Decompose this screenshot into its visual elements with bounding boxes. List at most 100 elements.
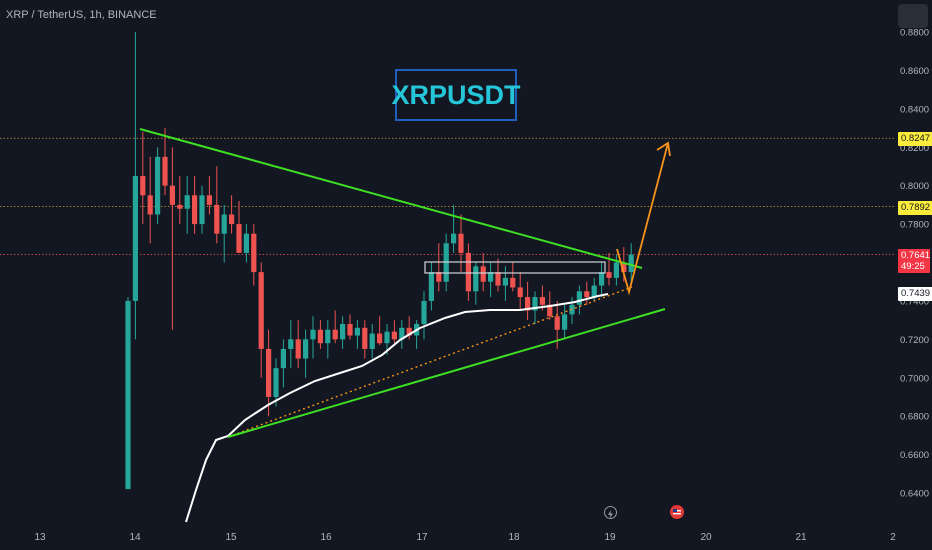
candle-body	[421, 300, 427, 324]
candle-body	[362, 327, 368, 349]
us-flag-icon[interactable]	[670, 505, 684, 519]
candle-body	[502, 277, 508, 286]
price-tag-high-2: 0.7892	[898, 201, 932, 215]
upper-trendline	[139, 128, 643, 269]
candle-body	[354, 327, 360, 336]
time-tick-label: 15	[225, 532, 237, 543]
candle-body	[532, 297, 538, 311]
candle-body	[465, 252, 471, 292]
candle-body	[169, 185, 175, 205]
chart-watermark: XRPUSDT	[392, 69, 521, 121]
time-tick-label: 19	[604, 532, 616, 543]
candle-body	[377, 333, 383, 344]
candle-body	[613, 262, 619, 278]
candle-body	[140, 176, 146, 196]
candle-body	[332, 329, 338, 340]
candle-body	[488, 272, 494, 282]
time-tick-label: 20	[700, 532, 712, 543]
chart-menu-button[interactable]	[898, 4, 928, 28]
price-tick-label: 0.8600	[900, 66, 929, 77]
candle-body	[576, 291, 582, 305]
time-tick-label: 13	[34, 532, 46, 543]
candle-body	[584, 291, 590, 298]
candle-body	[251, 233, 257, 273]
candle-body	[280, 348, 286, 369]
candle-body	[628, 254, 634, 273]
candle-body	[510, 277, 516, 288]
time-tick-label: 21	[795, 532, 807, 543]
candle-body	[562, 314, 568, 330]
time-tick-label: 18	[508, 532, 520, 543]
candle-body	[317, 329, 323, 344]
price-tick-label: 0.6400	[900, 489, 929, 500]
time-axis: 13 14 15 16 17 18 19 20 21 2	[34, 532, 896, 543]
candle-body	[147, 195, 153, 215]
price-tick-label: 0.8800	[900, 28, 929, 39]
price-tick-label: 0.7000	[900, 373, 929, 384]
candle-body	[347, 323, 353, 336]
dotted-trendline	[227, 286, 633, 438]
candle-body	[436, 272, 442, 282]
candle-body	[206, 195, 212, 205]
candle-body	[480, 266, 486, 282]
candle-body	[310, 329, 316, 340]
candle-body	[621, 262, 627, 273]
time-tick-label: 16	[320, 532, 332, 543]
candle-body	[192, 195, 198, 225]
candle-body	[384, 331, 390, 344]
price-tick-label: 0.7200	[900, 335, 929, 346]
candle-body	[539, 297, 545, 305]
price-tick-label: 0.7400	[900, 296, 929, 307]
price-tick-label: 0.6600	[900, 450, 929, 461]
candle-body	[162, 156, 168, 186]
candle-body	[554, 316, 560, 330]
candle-body	[132, 176, 138, 301]
candle-body	[229, 214, 235, 225]
candle-body	[325, 329, 331, 344]
projection-arrowhead	[656, 141, 671, 157]
candle-body	[340, 323, 346, 340]
candle-body	[214, 204, 220, 234]
projection-path	[616, 142, 669, 296]
candle-body	[288, 339, 294, 349]
candle-body	[155, 156, 161, 215]
time-tick-label: 14	[129, 532, 141, 543]
last-price-value: 0.7641	[901, 250, 931, 261]
price-tag-high-1: 0.8247	[898, 132, 932, 146]
candle-body	[243, 233, 249, 253]
candle-body	[517, 287, 523, 298]
lightning-icon[interactable]	[604, 506, 617, 519]
price-tick-label: 0.8200	[900, 143, 929, 154]
candle-body	[428, 272, 434, 301]
candle-body	[295, 339, 301, 359]
candle-body	[199, 195, 205, 225]
candle-body	[391, 331, 397, 340]
candle-body	[273, 368, 279, 397]
candle-series	[125, 32, 634, 490]
symbol-title: XRP / TetherUS, 1h, BINANCE	[6, 9, 157, 21]
time-tick-label: 2	[890, 532, 896, 543]
candle-body	[473, 266, 479, 292]
bar-countdown: 49:25	[901, 261, 925, 272]
candle-body	[177, 204, 183, 209]
drawing-overlays	[139, 128, 671, 523]
lower-trendline	[227, 308, 666, 438]
price-tick-label: 0.8400	[900, 104, 929, 115]
candle-body	[221, 214, 227, 234]
price-tick-label: 0.8000	[900, 181, 929, 192]
price-tick-label: 0.6800	[900, 412, 929, 423]
candle-body	[525, 297, 531, 311]
last-price-tag: 0.7641 49:25	[898, 249, 930, 273]
candle-body	[303, 339, 309, 359]
price-tick-label: 0.7800	[900, 220, 929, 231]
horizontal-levels	[0, 137, 895, 256]
candle-body	[125, 300, 131, 490]
candle-body	[495, 272, 501, 286]
range-box	[424, 261, 606, 274]
candle-body	[547, 304, 553, 317]
ema-line	[185, 293, 609, 523]
candle-body	[258, 272, 264, 349]
time-tick-label: 17	[416, 532, 428, 543]
candle-body	[591, 285, 597, 298]
